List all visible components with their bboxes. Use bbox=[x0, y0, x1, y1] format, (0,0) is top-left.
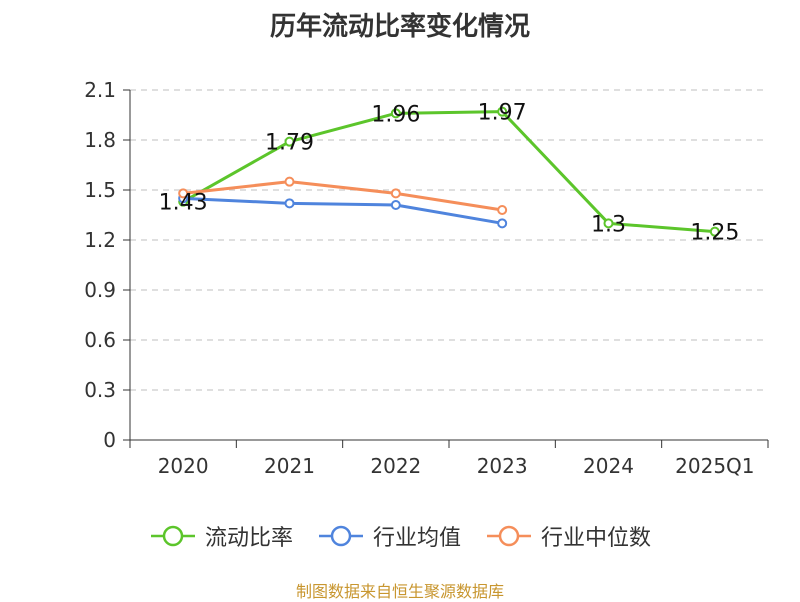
data-point bbox=[284, 176, 295, 187]
data-point bbox=[497, 106, 508, 117]
y-tick-label: 1.5 bbox=[84, 178, 116, 202]
legend-label: 行业中位数 bbox=[541, 526, 652, 551]
y-tick-label: 1.2 bbox=[84, 228, 116, 252]
x-tick-label: 2024 bbox=[583, 454, 634, 478]
y-tick-label: 0.6 bbox=[84, 328, 116, 352]
data-point bbox=[497, 205, 508, 215]
y-tick-label: 0 bbox=[103, 428, 116, 452]
legend: 流动比率 行业均值 行业中位数 bbox=[0, 520, 800, 552]
data-label: 1.79 bbox=[265, 131, 314, 156]
y-tick-label: 1.8 bbox=[84, 128, 116, 152]
data-label: 1.43 bbox=[159, 191, 208, 216]
data-point bbox=[709, 226, 720, 237]
x-tick-label: 2022 bbox=[370, 454, 421, 478]
legend-label: 流动比率 bbox=[204, 526, 293, 551]
y-tick-label: 0.9 bbox=[84, 278, 116, 302]
data-point bbox=[390, 108, 401, 119]
legend-item[interactable]: 流动比率 bbox=[149, 520, 293, 552]
data-point bbox=[390, 200, 401, 210]
x-tick-label: 2021 bbox=[264, 454, 315, 478]
y-tick-label: 0.3 bbox=[84, 378, 116, 402]
source-note: 制图数据来自恒生聚源数据库 bbox=[295, 582, 504, 601]
x-tick-label: 2023 bbox=[477, 454, 528, 478]
legend-marker-icon bbox=[150, 525, 195, 547]
data-point bbox=[603, 218, 614, 229]
data-point bbox=[284, 198, 295, 209]
data-point bbox=[390, 188, 401, 199]
legend-marker-icon bbox=[318, 525, 363, 547]
legend-label: 行业均值 bbox=[372, 526, 461, 551]
series-line-2 bbox=[183, 180, 503, 212]
data-label: 1.97 bbox=[478, 101, 527, 126]
data-label: 1.25 bbox=[690, 221, 739, 246]
series-line-0 bbox=[182, 110, 715, 234]
data-label: 1.96 bbox=[371, 102, 420, 127]
series-line-1 bbox=[183, 196, 503, 225]
y-tick-label: 2.1 bbox=[84, 78, 116, 102]
legend-item[interactable]: 行业中位数 bbox=[485, 520, 651, 552]
data-point bbox=[284, 136, 295, 147]
data-label: 1.3 bbox=[591, 212, 626, 237]
x-tick-label: 2025Q1 bbox=[675, 454, 754, 478]
legend-item[interactable]: 行业均值 bbox=[317, 520, 461, 552]
data-point bbox=[497, 218, 508, 229]
legend-marker-icon bbox=[487, 525, 531, 547]
chart-title: 历年流动比率变化情况 bbox=[269, 12, 530, 42]
data-point bbox=[178, 188, 189, 199]
x-tick-label: 2020 bbox=[158, 454, 209, 478]
